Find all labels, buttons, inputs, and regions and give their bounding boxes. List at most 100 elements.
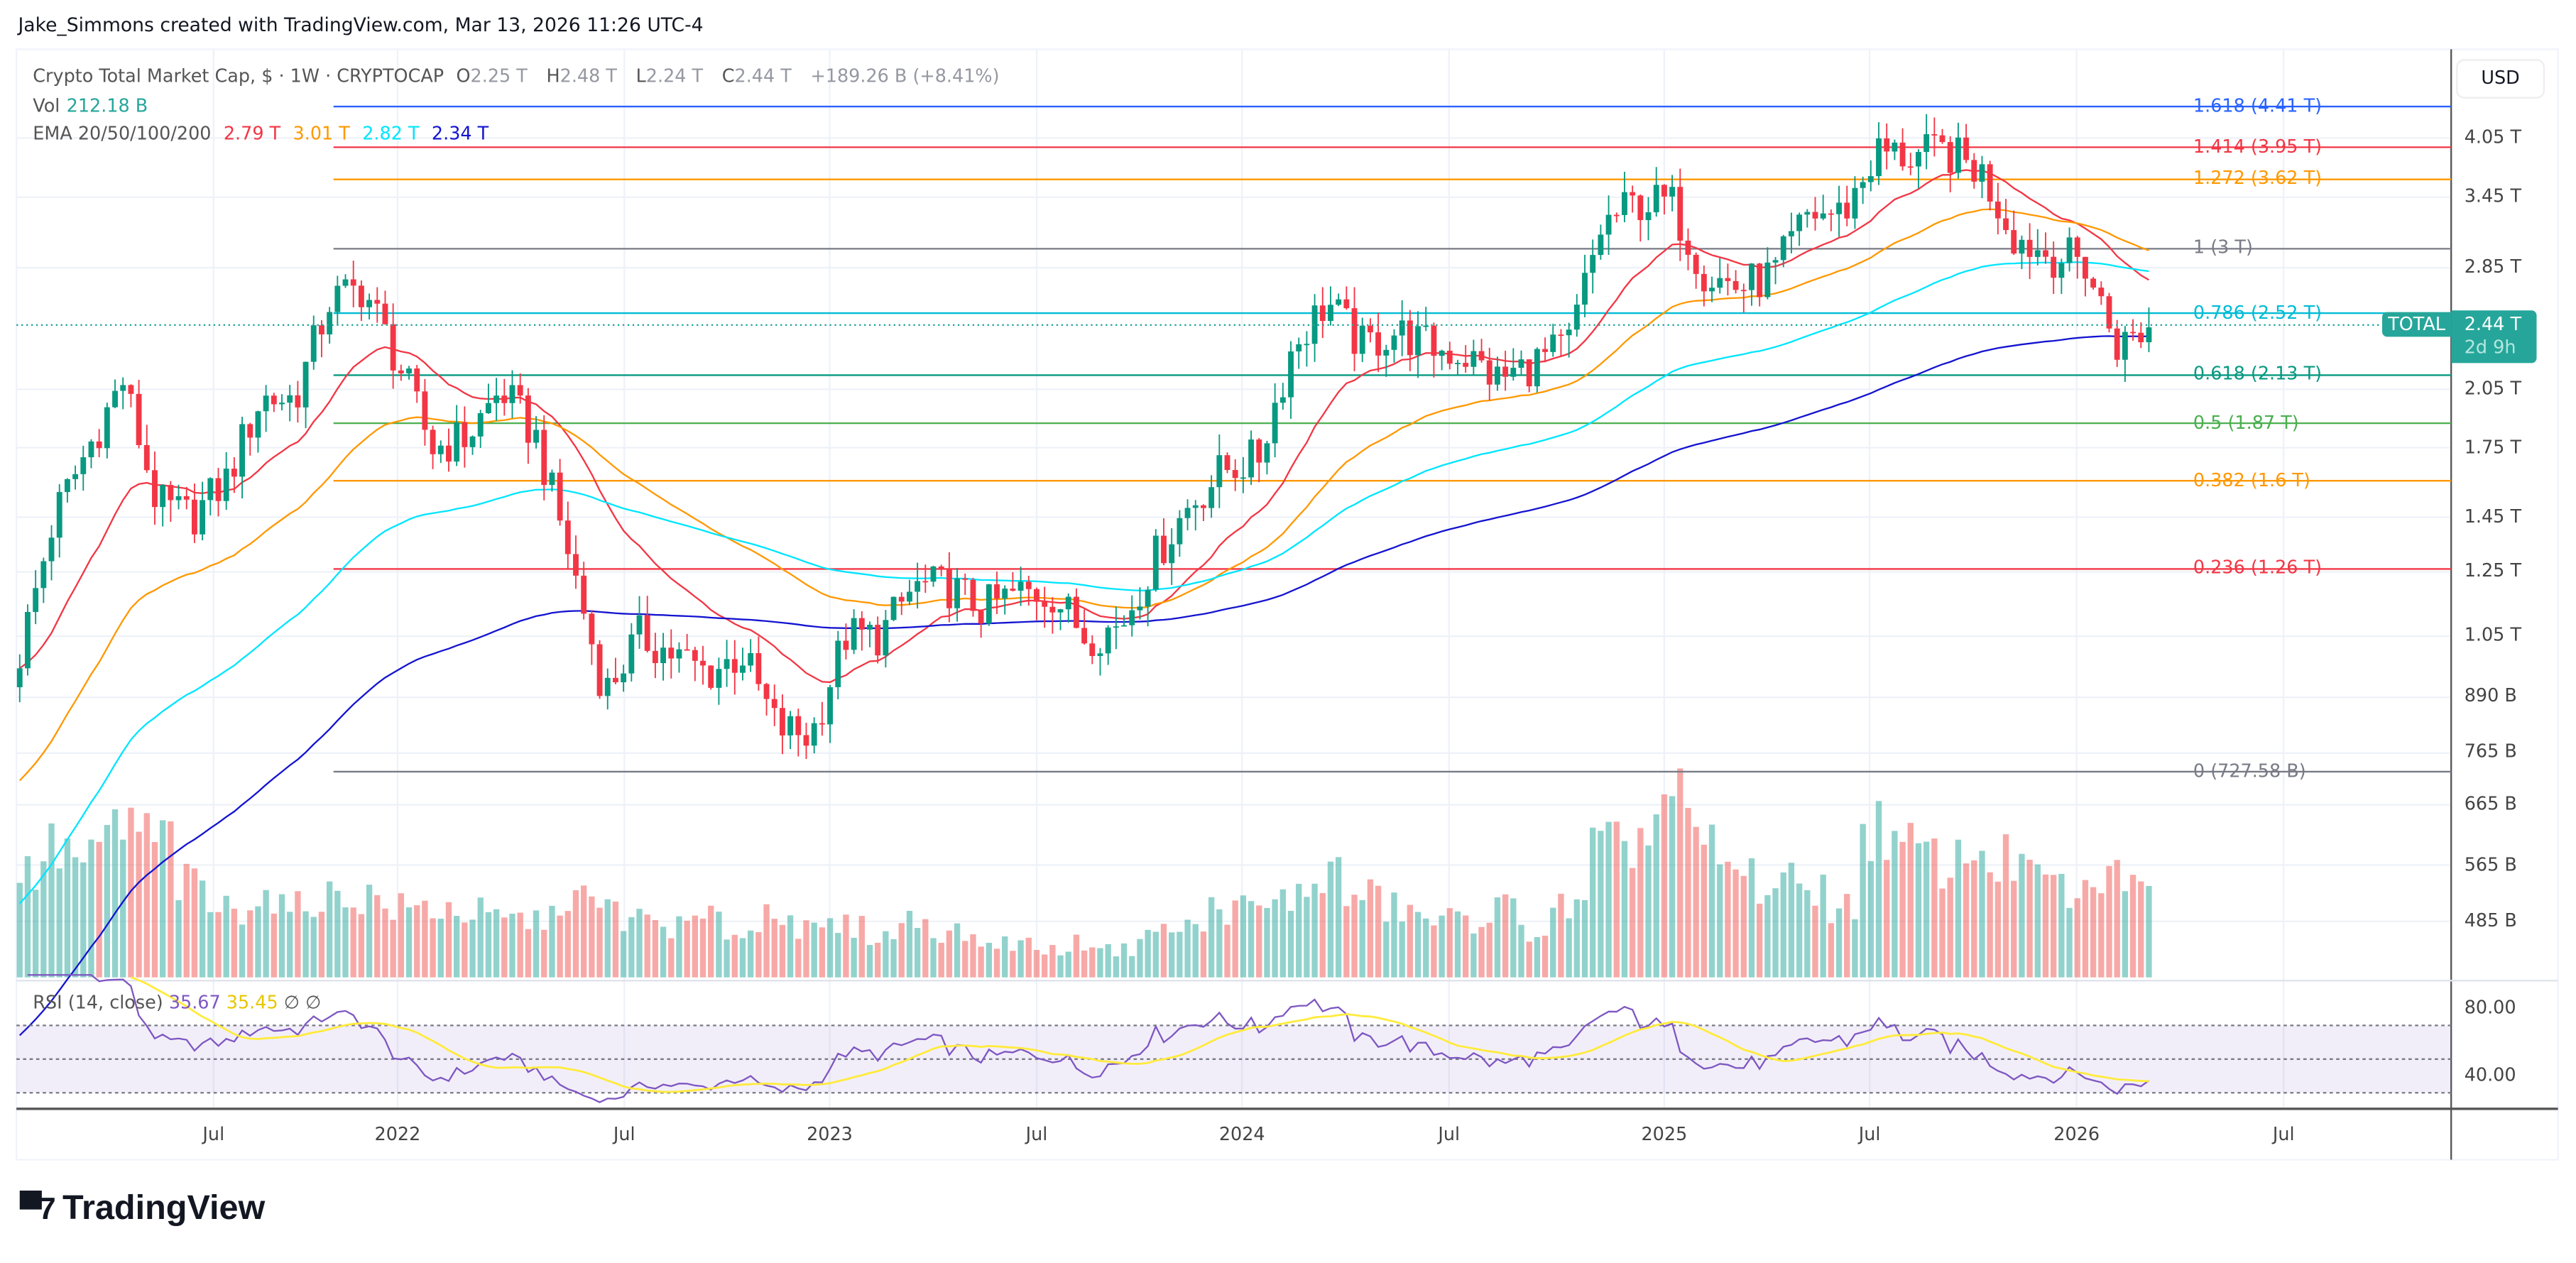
- candle-body: [668, 647, 675, 659]
- volume-bar: [517, 912, 523, 978]
- candle-body: [1550, 334, 1556, 352]
- candle-body: [437, 445, 444, 454]
- volume-bar: [1359, 900, 1365, 978]
- candle: [2146, 307, 2152, 353]
- volume-bar: [1788, 863, 1795, 978]
- volume-bar: [2098, 893, 2105, 978]
- candle: [1105, 625, 1111, 665]
- currency-button[interactable]: USD: [2456, 59, 2545, 99]
- candle: [223, 452, 229, 510]
- candle-body: [2003, 218, 2009, 231]
- candle: [295, 381, 301, 423]
- candle: [1152, 529, 1159, 592]
- volume-bar: [374, 895, 381, 978]
- volume-bar: [2074, 898, 2080, 978]
- candle-body: [160, 485, 166, 508]
- candle: [462, 406, 468, 468]
- candle-body: [1764, 262, 1771, 297]
- volume-bar: [1041, 954, 1048, 978]
- candle-body: [1089, 643, 1096, 657]
- candle: [946, 552, 952, 623]
- candle: [636, 596, 643, 649]
- candle: [1192, 500, 1199, 531]
- volume-bar: [993, 948, 1000, 978]
- candle-body: [2026, 239, 2033, 257]
- candle: [1542, 337, 1549, 363]
- candle: [136, 379, 142, 449]
- volume-bar: [1884, 860, 1890, 978]
- candle: [1025, 575, 1032, 606]
- volume-bar: [437, 918, 444, 978]
- candle-body: [1630, 192, 1636, 196]
- candle: [700, 645, 706, 685]
- candle-body: [200, 500, 206, 535]
- volume-bar: [1486, 922, 1492, 978]
- candle: [437, 440, 444, 464]
- volume-bar: [1899, 841, 1906, 978]
- volume-bar: [771, 919, 777, 978]
- fib-price: (1.6 T): [2244, 469, 2310, 491]
- candle: [1605, 195, 1612, 256]
- symbol-title[interactable]: Crypto Total Market Cap, $ · 1W · CRYPTO…: [33, 65, 444, 87]
- candle: [1470, 339, 1477, 376]
- rsi-label[interactable]: RSI (14, close): [33, 992, 163, 1014]
- candle-body: [1573, 305, 1580, 330]
- candle-body: [755, 652, 762, 684]
- volume-bar: [2042, 874, 2049, 978]
- volume-bar: [1407, 904, 1414, 978]
- logo-text: TradingView: [62, 1189, 266, 1228]
- ema-label[interactable]: EMA 20/50/100/200: [33, 123, 212, 145]
- candle: [191, 483, 197, 543]
- candle-body: [740, 665, 746, 673]
- candle-body: [25, 611, 31, 669]
- candle: [152, 451, 158, 525]
- volume-bar: [1701, 844, 1708, 978]
- candle-body: [175, 496, 182, 501]
- candle: [469, 435, 476, 455]
- candle: [25, 604, 31, 676]
- candle-body: [922, 581, 929, 583]
- volume-bar: [493, 909, 500, 978]
- candle: [930, 565, 937, 587]
- candle: [1057, 608, 1064, 630]
- candle-body: [223, 469, 229, 501]
- candle: [1971, 153, 1977, 189]
- candle-body: [621, 673, 627, 683]
- candle: [88, 439, 94, 469]
- candle: [1446, 341, 1453, 370]
- time-label: 2022: [374, 1123, 421, 1145]
- candle: [1145, 586, 1151, 627]
- candle: [168, 481, 174, 523]
- candle-body: [2043, 250, 2048, 257]
- candle: [200, 481, 206, 540]
- candle: [684, 633, 690, 651]
- volume-label[interactable]: Vol: [33, 94, 60, 116]
- candle: [1693, 252, 1699, 289]
- candle: [1558, 329, 1564, 356]
- candle-body: [2098, 288, 2105, 297]
- candle: [1860, 176, 1866, 204]
- volume-bar: [1463, 915, 1469, 978]
- tradingview-logo[interactable]: ▀7 TradingView: [20, 1189, 266, 1229]
- volume-bar: [1987, 872, 1993, 978]
- candle-body: [2051, 256, 2057, 278]
- volume-bar: [1757, 903, 1763, 978]
- candle: [342, 274, 349, 288]
- candle-body: [1025, 581, 1032, 589]
- candle-body: [1931, 134, 1938, 136]
- candle: [898, 592, 905, 616]
- candle-body: [231, 469, 237, 477]
- volume-bar: [1732, 869, 1739, 978]
- volume-bar: [1804, 890, 1811, 978]
- volume-bar: [1892, 831, 1898, 978]
- volume-bar: [2138, 881, 2144, 978]
- volume-bar: [1343, 906, 1350, 978]
- candle-body: [430, 430, 436, 454]
- candle: [1963, 124, 1970, 163]
- volume-bar: [970, 934, 976, 978]
- volume-bar: [295, 891, 301, 978]
- volume-bar: [883, 931, 889, 978]
- candle: [1216, 434, 1223, 508]
- volume-bar: [604, 899, 611, 978]
